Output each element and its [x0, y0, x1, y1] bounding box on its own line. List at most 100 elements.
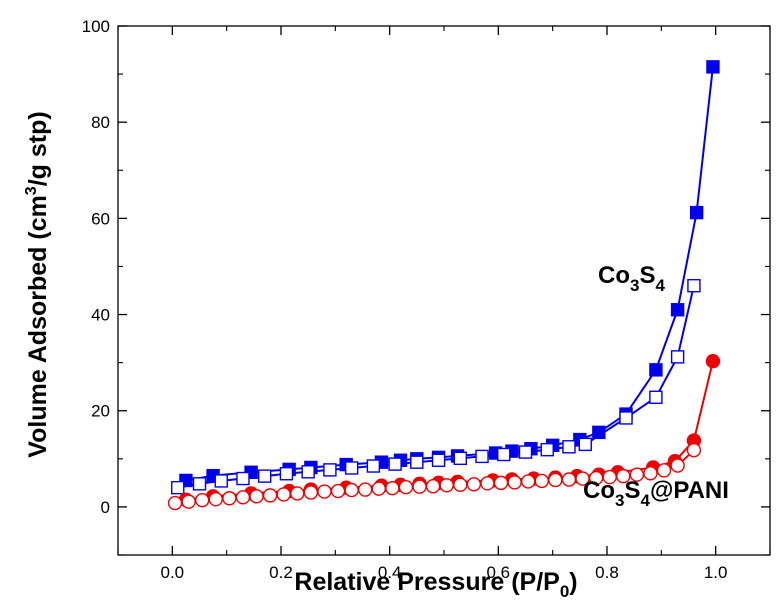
data-point-circle — [616, 468, 631, 484]
data-point-circle — [167, 495, 183, 511]
data-point-square — [214, 474, 228, 488]
data-point-square — [706, 60, 720, 74]
data-point-square — [323, 463, 337, 477]
annotation-co3s4-pani-part: 3 — [615, 491, 624, 510]
data-point-circle — [195, 492, 210, 508]
annotation-co3s4: Co3S4 — [598, 262, 665, 295]
data-point-circle — [208, 492, 224, 507]
data-point-square — [366, 459, 381, 473]
x-axis-title-tail: ) — [569, 568, 577, 596]
data-point-circle — [262, 488, 278, 503]
x-axis-title-main: Relative Pressure (P/P — [294, 568, 559, 596]
data-point-square — [258, 469, 272, 483]
data-point-circle — [453, 477, 468, 492]
data-point-square — [431, 453, 446, 467]
data-point-square — [236, 471, 250, 486]
data-point-square — [687, 278, 701, 293]
data-point-square — [578, 437, 592, 452]
data-point-circle — [235, 490, 251, 505]
data-point-circle — [371, 481, 386, 496]
data-point-circle — [656, 463, 672, 478]
y-tick-label: 20 — [91, 402, 110, 421]
data-point-circle — [181, 494, 196, 509]
data-point-circle — [412, 479, 427, 494]
data-point-circle — [290, 486, 305, 501]
y-tick-label: 40 — [91, 306, 110, 325]
annotation-co3s4-pani: Co3S4@PANI — [583, 477, 729, 510]
data-point-circle — [276, 487, 291, 502]
data-point-square — [497, 447, 511, 462]
data-point-circle — [398, 479, 414, 495]
data-point-square — [388, 457, 402, 471]
y-axis-title: Volume Adsorbed (cm3/g stp) — [23, 111, 52, 457]
x-tick-label: 1.0 — [704, 563, 728, 582]
axis-ticks-layer — [117, 25, 771, 556]
data-point-square — [171, 480, 185, 495]
data-point-circle — [534, 473, 549, 489]
data-point-square — [301, 465, 315, 479]
data-point-circle — [222, 491, 237, 506]
data-point-square — [453, 451, 467, 466]
data-point-circle — [548, 472, 563, 488]
y-axis-title-sup: 3 — [23, 186, 40, 195]
data-point-square — [649, 390, 663, 404]
x-tick-label: 0.4 — [378, 563, 402, 582]
data-point-square — [518, 445, 533, 459]
data-point-circle — [466, 477, 482, 492]
data-point-square — [475, 449, 489, 464]
data-point-square — [410, 455, 424, 469]
data-point-square — [619, 411, 633, 425]
x-tick-label: 0.0 — [161, 563, 185, 582]
data-point-circle — [705, 353, 721, 369]
data-point-circle — [385, 480, 400, 496]
data-point-circle — [425, 479, 441, 494]
data-point-square — [649, 363, 663, 377]
data-point-circle — [439, 478, 454, 493]
data-point-square — [689, 205, 704, 220]
data-point-circle — [317, 484, 332, 499]
data-point-circle — [561, 472, 577, 487]
annotation-co3s4-part: S — [639, 262, 655, 289]
y-tick-label: 0 — [101, 498, 110, 517]
series-layer — [167, 60, 721, 511]
data-point-circle — [358, 482, 373, 497]
data-point-circle — [330, 483, 346, 499]
data-point-circle — [670, 458, 685, 473]
x-tick-label: 0.6 — [487, 563, 511, 582]
data-point-square — [670, 303, 685, 317]
data-point-circle — [507, 475, 522, 490]
data-point-circle — [643, 466, 658, 481]
data-point-square — [562, 440, 576, 454]
data-point-square — [540, 442, 554, 457]
series-co3s4-desorption — [179, 60, 720, 488]
data-point-circle — [686, 442, 702, 458]
annotation-co3s4-pani-part: 4 — [640, 491, 650, 510]
x-axis-title: Relative Pressure (P/P0) — [294, 568, 577, 601]
data-point-circle — [480, 476, 495, 491]
x-tick-label: 0.2 — [269, 563, 293, 582]
data-point-circle — [249, 489, 264, 504]
series-co3s4-pani-adsorption — [167, 442, 702, 511]
x-tick-label: 0.8 — [595, 563, 619, 582]
y-axis-title-post: /g stp) — [24, 111, 52, 186]
y-tick-label: 80 — [91, 113, 110, 132]
annotation-co3s4-part: 4 — [655, 276, 665, 295]
series-co3s4-adsorption — [171, 278, 701, 495]
series-line — [185, 66, 714, 482]
data-point-circle — [521, 474, 536, 489]
annotation-co3s4-pani-part: S — [624, 477, 640, 504]
x-axis-title-sub: 0 — [560, 582, 569, 601]
annotation-co3s4-part: Co — [598, 262, 630, 289]
y-tick-label: 60 — [91, 209, 110, 228]
data-point-square — [279, 467, 294, 481]
data-point-square — [192, 477, 207, 491]
y-tick-label: 100 — [82, 17, 110, 36]
data-point-circle — [493, 475, 509, 491]
annotation-co3s4-part: 3 — [630, 276, 639, 295]
y-axis-title-pre: Volume Adsorbed (cm — [24, 195, 52, 458]
annotation-co3s4-pani-part: Co — [583, 477, 615, 504]
data-point-circle — [303, 485, 319, 500]
